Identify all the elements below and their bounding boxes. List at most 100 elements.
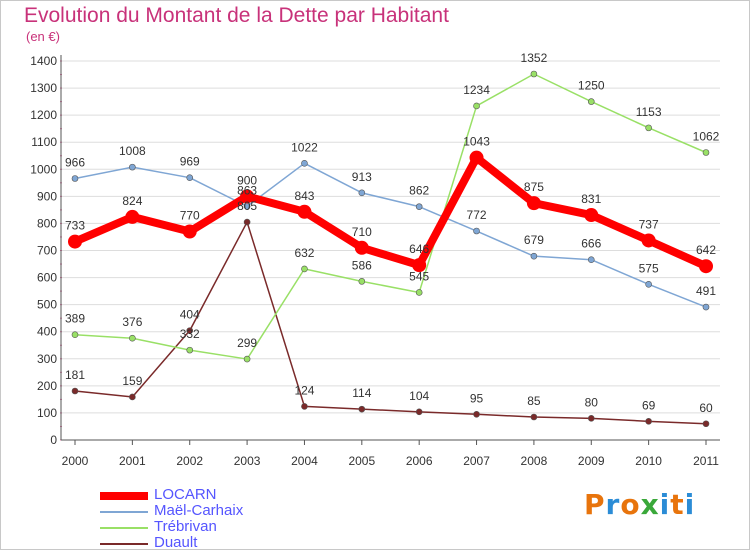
data-label-trebrivan-2005: 586: [352, 258, 372, 272]
data-label-trebrivan-2007: 1234: [463, 83, 490, 97]
point-duault-2006: [415, 408, 423, 416]
y-tick-label-400: 400: [37, 325, 57, 339]
point-locarn-2005: [354, 240, 369, 255]
data-label-duault-2010: 69: [642, 398, 656, 412]
x-tick-label-2009: 2009: [578, 454, 605, 468]
data-label-mael-carhaix-2011: 491: [696, 284, 716, 298]
data-label-locarn-2007: 1043: [463, 135, 490, 149]
data-label-duault-2008: 85: [527, 394, 541, 408]
legend-swatch-duault: [100, 543, 148, 545]
data-label-trebrivan-2010: 1153: [636, 105, 662, 119]
legend-swatch-trebrivan: [100, 527, 148, 529]
point-duault-2002: [186, 327, 194, 334]
data-label-locarn-2003: 900: [237, 173, 257, 187]
data-label-trebrivan-2001: 376: [122, 315, 142, 329]
point-trebrivan-2006: [415, 289, 423, 296]
point-duault-2004: [301, 403, 308, 410]
point-mael-carhaix-2005: [358, 189, 366, 197]
y-tick-label-300: 300: [37, 352, 57, 366]
point-locarn-2006: [412, 258, 427, 273]
legend-label-mael-carhaix: Maël-Carhaix: [154, 502, 244, 519]
y-tick-label-1000: 1000: [30, 162, 57, 176]
data-label-mael-carhaix-2010: 575: [639, 261, 659, 275]
data-label-mael-carhaix-2009: 666: [581, 237, 601, 251]
point-mael-carhaix-2002: [186, 174, 194, 181]
data-label-trebrivan-2008: 1352: [521, 51, 548, 65]
logo-letter: i: [659, 488, 671, 521]
point-duault-2001: [129, 393, 136, 401]
point-locarn-2003: [240, 189, 255, 204]
point-duault-2009: [587, 415, 595, 422]
chart-title: Evolution du Montant de la Dette par Hab…: [24, 4, 449, 27]
point-duault-2007: [473, 410, 480, 418]
data-label-locarn-2000: 733: [65, 219, 85, 233]
point-trebrivan-2003: [243, 355, 251, 363]
y-tick-label-200: 200: [37, 379, 57, 393]
data-label-duault-2004: 124: [294, 383, 314, 397]
point-mael-carhaix-2000: [71, 175, 79, 182]
y-tick-label-600: 600: [37, 271, 57, 285]
point-trebrivan-2007: [473, 102, 480, 110]
legend-swatch-locarn: [100, 492, 148, 500]
y-tick-label-1200: 1200: [30, 108, 57, 122]
point-locarn-2000: [68, 234, 82, 249]
point-mael-carhaix-2011: [702, 303, 710, 311]
legend-label-duault: Duault: [154, 534, 198, 551]
point-duault-2008: [530, 413, 538, 421]
proxiti-logo: Proxiti: [584, 488, 695, 521]
data-label-locarn-2005: 710: [352, 225, 372, 239]
point-trebrivan-2011: [702, 149, 710, 156]
x-tick-label-2007: 2007: [463, 454, 490, 468]
point-mael-carhaix-2001: [129, 163, 136, 171]
logo-letter: o: [620, 488, 641, 521]
data-label-mael-carhaix-2003: 863: [237, 183, 257, 197]
data-label-duault-2003: 805: [237, 199, 257, 213]
logo-letter: r: [605, 488, 621, 521]
point-mael-carhaix-2006: [415, 203, 423, 210]
point-trebrivan-2010: [645, 124, 652, 132]
series-line-mael-carhaix: [74, 162, 707, 308]
y-tick-label-900: 900: [37, 189, 57, 203]
point-mael-carhaix-2004: [301, 160, 308, 167]
y-tick-label-700: 700: [37, 244, 57, 258]
point-mael-carhaix-2009: [587, 256, 595, 264]
point-trebrivan-2000: [71, 331, 79, 338]
data-label-mael-carhaix-2000: 966: [65, 155, 85, 169]
data-label-locarn-2008: 875: [524, 180, 544, 194]
data-label-duault-2007: 95: [470, 391, 484, 405]
data-label-locarn-2009: 831: [581, 192, 601, 206]
data-label-trebrivan-2003: 299: [237, 336, 257, 350]
data-label-trebrivan-2011: 1062: [693, 130, 720, 144]
logo-letter: P: [584, 488, 606, 521]
point-locarn-2011: [699, 259, 713, 274]
legend-swatch-mael-carhaix: [100, 511, 148, 513]
logo-letter: t: [670, 488, 685, 521]
data-label-mael-carhaix-2006: 862: [409, 184, 429, 198]
data-label-trebrivan-2006: 545: [409, 269, 429, 283]
data-label-duault-2006: 104: [409, 389, 429, 403]
y-tick-label-800: 800: [37, 216, 57, 230]
data-label-trebrivan-2002: 332: [180, 327, 200, 341]
point-locarn-2010: [641, 233, 656, 248]
data-label-duault-2002: 404: [180, 308, 200, 322]
data-label-mael-carhaix-2008: 679: [524, 233, 544, 247]
point-trebrivan-2002: [186, 346, 194, 354]
data-label-duault-2000: 181: [65, 368, 85, 382]
data-label-mael-carhaix-2007: 772: [467, 208, 487, 222]
logo-letter: i: [684, 488, 696, 521]
x-tick-label-2001: 2001: [119, 454, 146, 468]
point-trebrivan-2009: [587, 98, 595, 105]
x-tick-label-2006: 2006: [406, 454, 433, 468]
point-trebrivan-2005: [358, 278, 366, 285]
point-duault-2011: [702, 420, 710, 428]
data-label-locarn-2006: 646: [409, 242, 429, 256]
x-tick-label-2003: 2003: [234, 454, 261, 468]
legend-label-trebrivan: Trébrivan: [154, 518, 217, 535]
legend-label-locarn: LOCARN: [154, 486, 217, 503]
x-tick-label-2011: 2011: [693, 454, 719, 468]
point-locarn-2001: [125, 209, 140, 224]
x-tick-label-2000: 2000: [62, 454, 89, 468]
data-label-trebrivan-2009: 1250: [578, 79, 605, 93]
x-tick-label-2005: 2005: [348, 454, 375, 468]
